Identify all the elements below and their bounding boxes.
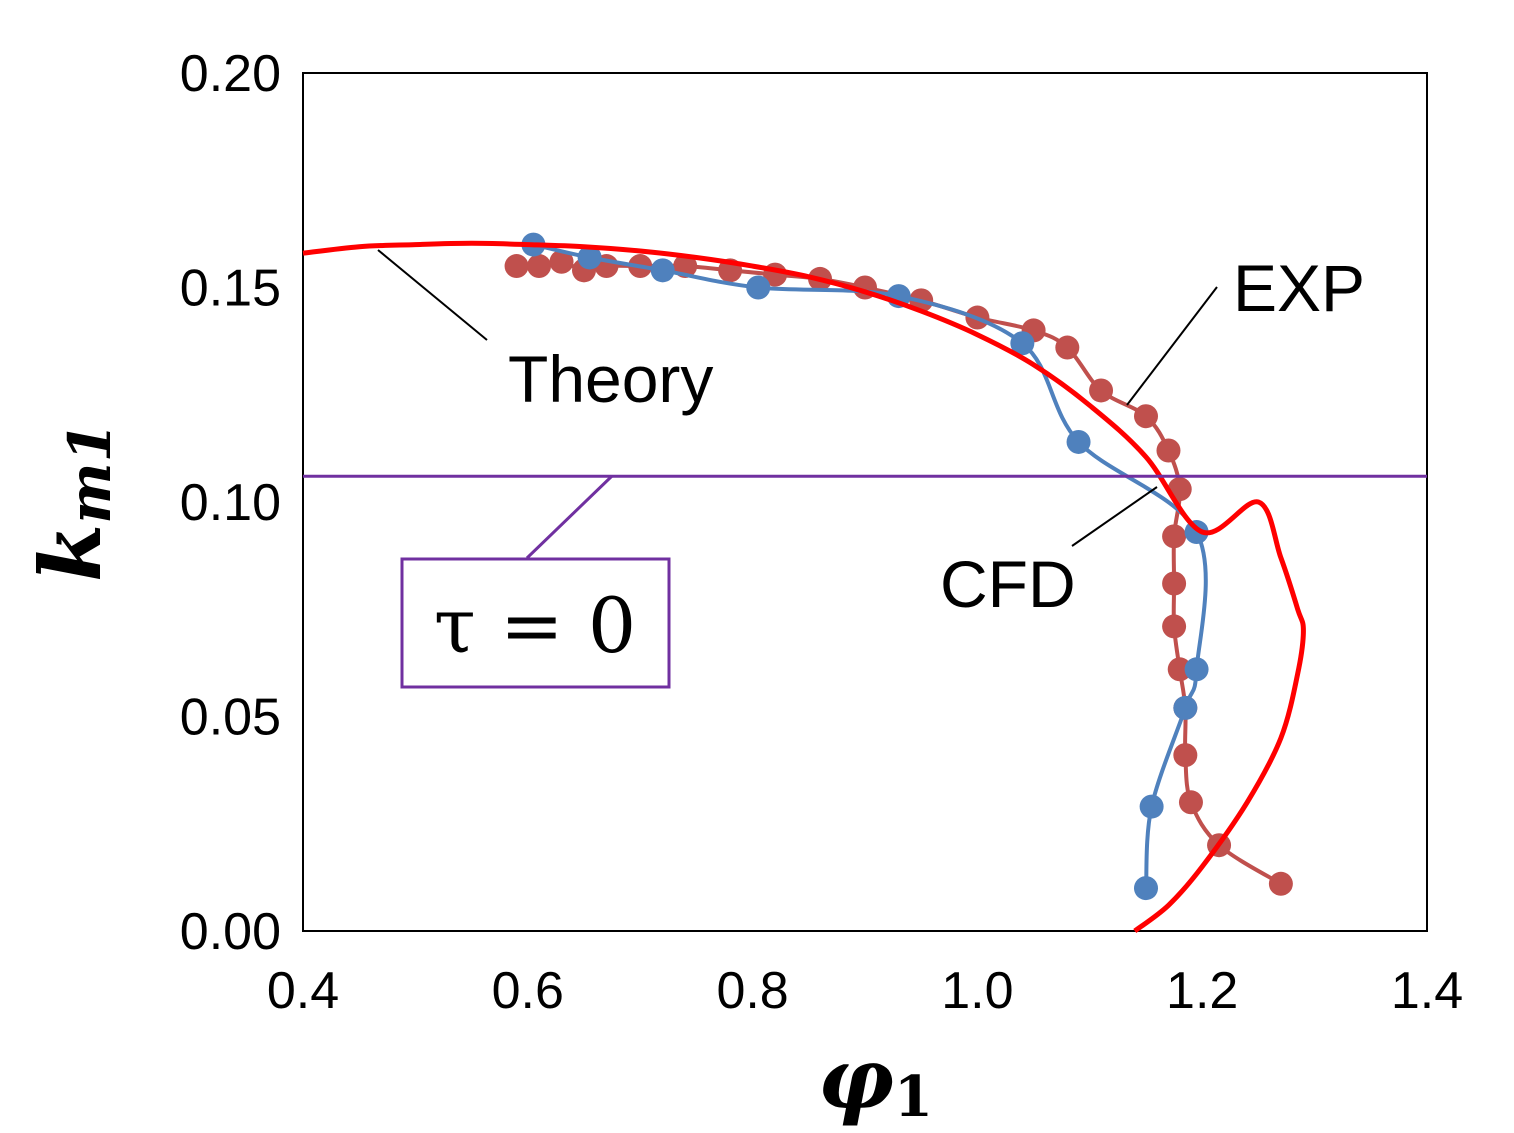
x-axis-label: φ1 (818, 1029, 933, 1130)
cfd-leader-line (1071, 486, 1158, 547)
data-point-exp (1167, 657, 1192, 682)
x-tick-label: 0.8 (716, 962, 788, 1020)
x-tick-label: 1.2 (1166, 962, 1238, 1020)
data-point-exp (1162, 524, 1187, 549)
data-point-cfd (577, 245, 602, 270)
data-point-exp (1268, 871, 1293, 896)
y-tick-label: 0.00 (180, 903, 281, 961)
data-point-cfd (1134, 876, 1158, 901)
theory-leader-line (377, 249, 488, 341)
series-line-theory (302, 240, 1306, 934)
y-axis-label: km1 (21, 422, 124, 582)
tau-label: τ = 0 (434, 581, 636, 670)
series-group (302, 232, 1427, 934)
series-cfd (521, 232, 1209, 901)
data-point-cfd (1010, 331, 1035, 356)
theory-label: Theory (508, 342, 713, 416)
cfd-label: CFD (940, 547, 1076, 621)
x-axis-label-sub: 1 (894, 1064, 933, 1130)
data-point-exp (1055, 335, 1080, 360)
data-point-exp (1089, 378, 1114, 403)
data-point-cfd (746, 275, 771, 300)
tau-box (400, 557, 671, 689)
exp-leader-line (1126, 286, 1218, 406)
y-tick-label: 0.15 (180, 260, 281, 318)
data-point-exp (1173, 743, 1198, 768)
data-point-cfd (1173, 695, 1198, 720)
exp-label: EXP (1233, 251, 1365, 325)
data-point-cfd (650, 258, 675, 283)
x-axis-label-main: φ (818, 1029, 894, 1128)
x-tick-label: 1.4 (1391, 962, 1463, 1020)
y-tick-label: 0.20 (180, 45, 281, 103)
y-tick-label: 0.10 (180, 474, 281, 532)
plot-area (302, 72, 1428, 932)
y-axis-label-main: k (21, 524, 120, 582)
data-point-cfd (1184, 657, 1209, 682)
data-point-exp (1162, 571, 1187, 596)
data-point-cfd (1066, 429, 1091, 454)
x-tick-labels: 0.4 0.6 0.8 1.0 1.2 1.4 (267, 962, 1463, 1020)
data-point-exp (504, 254, 529, 279)
tau-leader-line (525, 474, 614, 560)
y-tick-label: 0.05 (180, 689, 281, 747)
y-axis-label-sub: m1 (56, 422, 124, 524)
data-point-exp (1178, 790, 1203, 815)
data-point-cfd (1139, 794, 1164, 819)
series-theory (302, 240, 1306, 934)
series-line-exp (516, 259, 1282, 886)
data-point-exp (1134, 404, 1158, 429)
x-tick-label: 0.6 (492, 962, 564, 1020)
data-point-exp (549, 249, 574, 274)
data-point-exp (1162, 614, 1187, 639)
data-point-exp (1156, 438, 1181, 463)
data-point-exp (527, 254, 552, 279)
x-tick-label: 1.0 (941, 962, 1013, 1020)
x-tick-label: 0.4 (267, 962, 339, 1020)
y-tick-labels: 0.00 0.05 0.10 0.15 0.20 (180, 45, 281, 961)
